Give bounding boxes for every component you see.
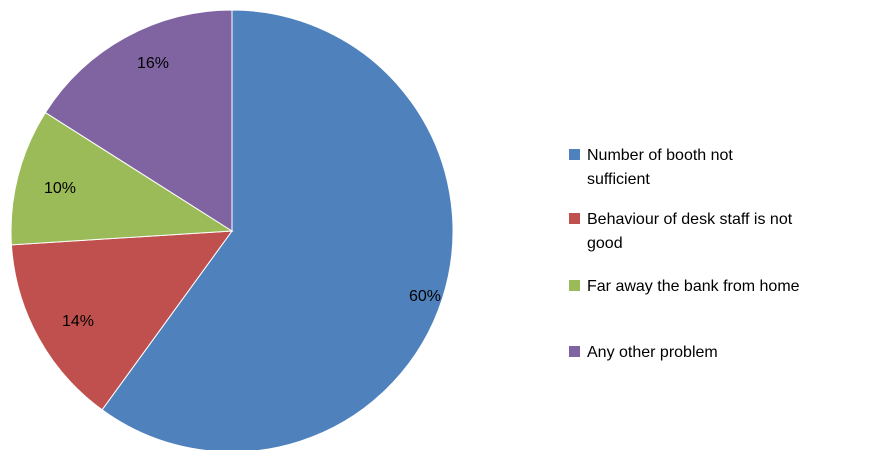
legend-label-2-line-2: good xyxy=(587,235,623,252)
pie-slices xyxy=(10,9,454,450)
legend-label-1-line-2: sufficient xyxy=(587,171,650,188)
pie-slice-3 xyxy=(10,111,234,246)
legend-label-4-line-1: Any other problem xyxy=(587,344,718,361)
data-label-4: 16% xyxy=(137,55,169,72)
pie-slice-2 xyxy=(10,230,234,411)
data-label-1: 60% xyxy=(409,288,441,305)
legend-swatch-2 xyxy=(569,213,580,224)
legend-swatch-3 xyxy=(569,280,580,291)
legend-label-3-line-1: Far away the bank from home xyxy=(587,278,800,295)
pie-data-labels: 60% 14% 10% 16% xyxy=(44,55,441,330)
chart-legend: Number of booth not sufficient Behaviour o… xyxy=(569,147,800,361)
legend-item-4: Any other problem xyxy=(569,344,718,361)
legend-item-2: Behaviour of desk staff is not good xyxy=(569,211,793,252)
legend-item-3: Far away the bank from home xyxy=(569,278,800,295)
legend-swatch-4 xyxy=(569,346,580,357)
legend-item-1: Number of booth not sufficient xyxy=(569,147,733,188)
legend-label-2-line-1: Behaviour of desk staff is not xyxy=(587,211,793,228)
data-label-2: 14% xyxy=(62,313,94,330)
pie-slice-1 xyxy=(101,9,454,450)
pie-slice-4 xyxy=(44,9,233,232)
data-label-3: 10% xyxy=(44,180,76,197)
legend-label-1-line-1: Number of booth not xyxy=(587,147,733,164)
legend-swatch-1 xyxy=(569,149,580,160)
